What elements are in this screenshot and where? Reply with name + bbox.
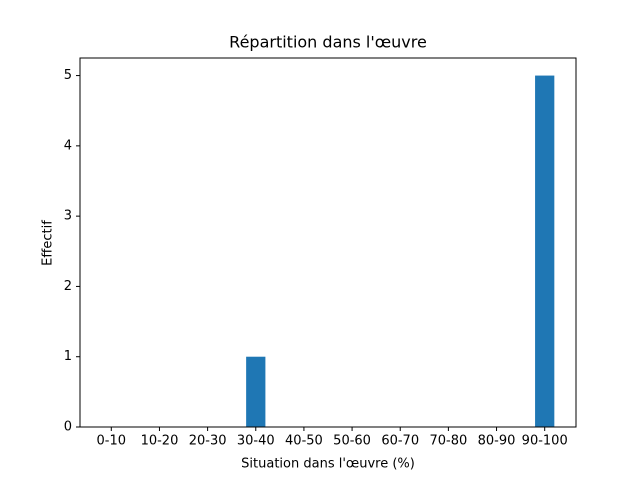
x-tick-label: 50-60 [333, 434, 371, 449]
x-tick-label: 20-30 [189, 434, 227, 449]
y-tick-label: 0 [64, 420, 72, 435]
x-tick-label: 40-50 [285, 434, 323, 449]
bar [246, 356, 266, 427]
chart-title: Répartition dans l'œuvre [229, 33, 427, 52]
y-tick-label: 2 [64, 279, 72, 294]
x-tick-label: 0-10 [97, 434, 127, 449]
plot-frame [79, 57, 577, 428]
x-tick-label: 70-80 [429, 434, 467, 449]
x-tick-label: 10-20 [141, 434, 179, 449]
y-axis-label: Effectif [41, 220, 56, 266]
bar [535, 75, 555, 428]
x-tick-label: 60-70 [381, 434, 419, 449]
y-tick-label: 1 [64, 349, 72, 364]
y-tick-label: 4 [64, 138, 72, 153]
x-tick-label: 90-100 [522, 434, 568, 449]
x-tick-label: 30-40 [237, 434, 275, 449]
y-tick-label: 5 [64, 68, 72, 83]
y-tick-label: 3 [64, 209, 72, 224]
x-axis-label: Situation dans l'œuvre (%) [241, 457, 415, 472]
x-tick-label: 80-90 [478, 434, 516, 449]
